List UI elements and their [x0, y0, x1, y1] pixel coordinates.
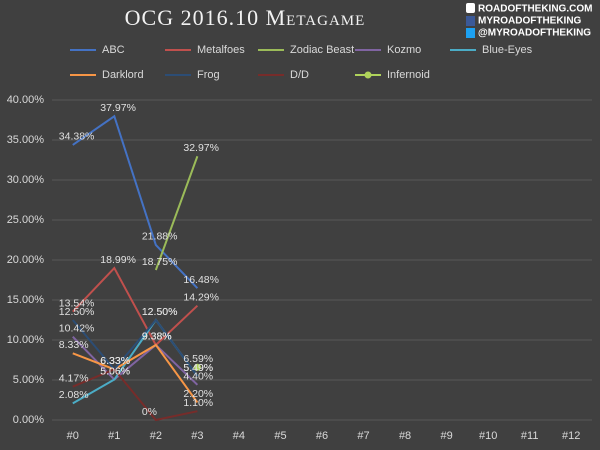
- data-label: 9.38%: [142, 331, 172, 343]
- data-label: 9.38%: [142, 331, 172, 343]
- x-tick-label: #5: [274, 430, 286, 442]
- data-label: 4.40%: [183, 371, 213, 383]
- series-line: [72, 368, 198, 422]
- y-tick-label: 20.00%: [7, 254, 45, 266]
- data-label: 6.33%: [100, 355, 130, 367]
- data-label: 18.75%: [142, 256, 178, 268]
- data-label: 1.10%: [183, 397, 213, 409]
- data-label: 34.38%: [59, 131, 95, 143]
- y-tick-label: 15.00%: [7, 294, 45, 306]
- x-tick-label: #3: [191, 430, 203, 442]
- watermark: @MYROADOFTHEKING: [478, 28, 591, 39]
- logo-icon: [466, 3, 475, 13]
- series-line: [72, 266, 199, 347]
- series-line: [72, 318, 199, 377]
- data-label: 2.08%: [59, 389, 89, 401]
- data-label: 9.38%: [142, 331, 172, 343]
- x-tick-label: #0: [67, 430, 79, 442]
- legend-label: Infernoid: [387, 69, 430, 81]
- y-tick-label: 35.00%: [7, 134, 45, 146]
- legend-label: Kozmo: [387, 44, 421, 56]
- data-label: 8.33%: [59, 339, 89, 351]
- data-label: 6.59%: [183, 353, 213, 365]
- y-tick-label: 5.00%: [13, 374, 44, 386]
- facebook-icon: [466, 16, 475, 26]
- x-tick-label: #9: [440, 430, 452, 442]
- point-marker: [193, 363, 201, 371]
- series-line: [72, 114, 199, 289]
- data-label: 12.50%: [142, 306, 178, 318]
- legend-label: Blue-Eyes: [482, 44, 533, 56]
- data-label: 14.29%: [183, 291, 219, 303]
- x-tick-label: #12: [562, 430, 580, 442]
- legend-label: ABC: [102, 44, 125, 56]
- series-line: [72, 343, 199, 403]
- x-tick-label: #11: [521, 430, 539, 442]
- watermark: MYROADOFTHEKING: [478, 16, 582, 27]
- legend-label: Metalfoes: [197, 44, 245, 56]
- legend-label: D/D: [290, 69, 309, 81]
- watermark: ROADOFTHEKING.COM: [478, 4, 592, 15]
- data-label: 5.06%: [100, 365, 130, 377]
- data-label: 13.54%: [59, 297, 95, 309]
- data-label: 12.50%: [142, 306, 178, 318]
- data-label: 21.88%: [142, 231, 178, 243]
- chart-title: OCG 2016.10 Metagame: [125, 5, 366, 30]
- data-label: 4.17%: [59, 372, 89, 384]
- x-tick-label: #10: [479, 430, 497, 442]
- series-line: [72, 335, 199, 386]
- data-label: 16.48%: [183, 274, 219, 286]
- x-tick-label: #6: [316, 430, 328, 442]
- data-label: 0%: [142, 406, 157, 418]
- y-tick-label: 30.00%: [7, 174, 45, 186]
- y-tick-label: 40.00%: [7, 94, 45, 106]
- data-label: 37.97%: [100, 102, 136, 114]
- data-label: 32.97%: [183, 142, 219, 154]
- legend-label: Frog: [197, 69, 220, 81]
- data-label: 6.33%: [100, 355, 130, 367]
- data-label: 12.50%: [59, 306, 95, 318]
- series-line: [154, 155, 199, 271]
- data-label: 2.20%: [183, 388, 213, 400]
- data-label: 5.49%: [183, 362, 213, 374]
- x-tick-label: #7: [357, 430, 369, 442]
- x-tick-label: #4: [233, 430, 245, 442]
- data-label: 5.49%: [183, 362, 213, 374]
- x-tick-label: #8: [399, 430, 411, 442]
- y-tick-label: 10.00%: [7, 334, 45, 346]
- x-tick-label: #1: [108, 430, 120, 442]
- y-tick-label: 25.00%: [7, 214, 45, 226]
- x-tick-label: #2: [150, 430, 162, 442]
- data-label: 5.06%: [100, 365, 130, 377]
- legend-marker: [364, 71, 372, 79]
- y-tick-label: 0.00%: [13, 414, 44, 426]
- twitter-icon: [466, 28, 475, 38]
- data-label: 18.99%: [100, 254, 136, 266]
- data-label: 10.42%: [59, 322, 95, 334]
- legend-label: Zodiac Beast: [290, 44, 354, 56]
- legend-label: Darklord: [102, 69, 144, 81]
- data-label: 6.33%: [100, 355, 130, 367]
